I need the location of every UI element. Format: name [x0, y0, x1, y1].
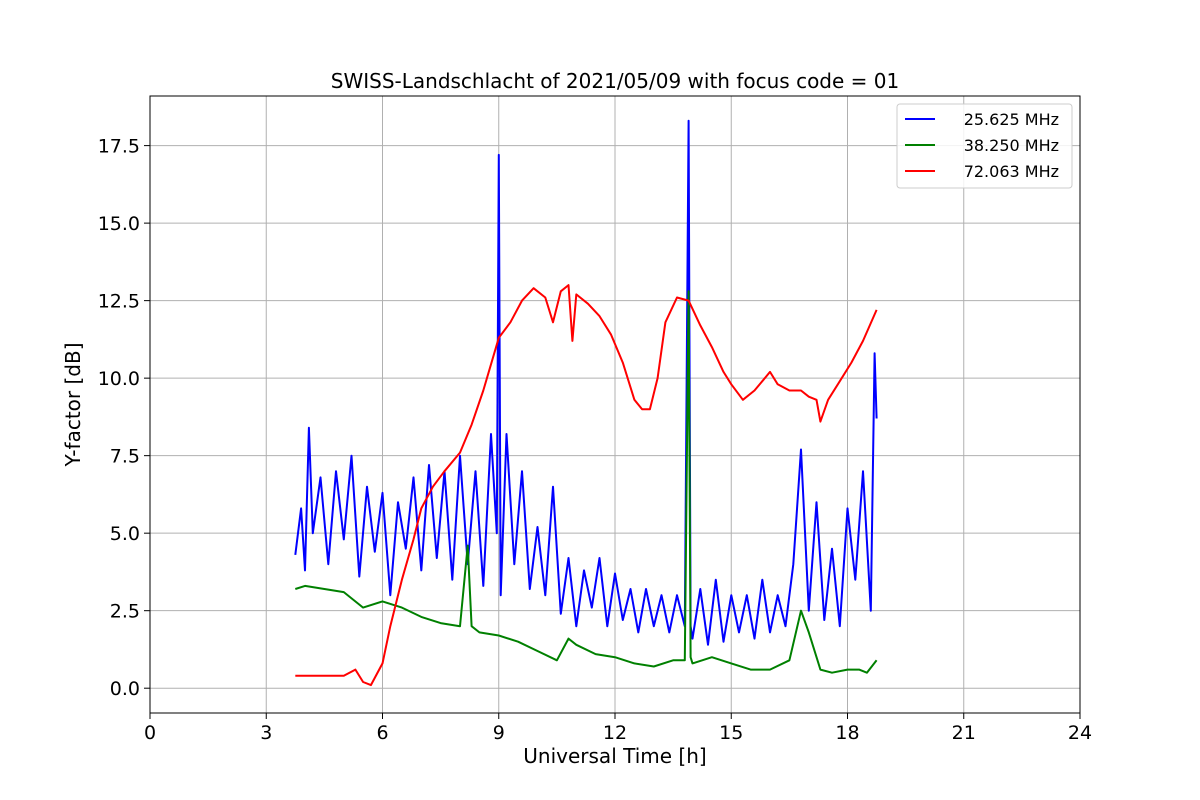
series-line-3	[295, 284, 878, 687]
chart-title: SWISS-Landschlacht of 2021/05/09 with fo…	[331, 69, 899, 93]
y-tick-label: 7.5	[110, 446, 140, 468]
legend-label-2: 38.250 MHz	[964, 136, 1059, 155]
y-tick-label: 0.0	[110, 678, 140, 700]
x-tick-label: 9	[493, 722, 505, 744]
y-tick-label: 2.5	[110, 601, 140, 623]
x-tick-label: 6	[376, 722, 388, 744]
series-line-2	[294, 290, 878, 674]
y-tick-label: 10.0	[98, 368, 140, 390]
x-tick-label: 0	[144, 722, 156, 744]
x-tick-label: 24	[1068, 722, 1092, 744]
y-tick-label: 12.5	[98, 291, 140, 313]
y-tick-label: 5.0	[110, 523, 140, 545]
x-tick-label: 3	[260, 722, 272, 744]
x-tick-label: 21	[952, 722, 976, 744]
y-tick-label: 15.0	[98, 213, 140, 235]
legend-label-1: 25.625 MHz	[964, 110, 1059, 129]
legend: 25.625 MHz 38.250 MHz 72.063 MHz	[896, 103, 1073, 189]
axis-ticks: 0 3 6 9 12 15 18 21 24 0.0 2.5 5.0 7.5 10.0 12.5 15.0 17…	[98, 136, 1092, 744]
series-line-1	[294, 119, 878, 646]
x-tick-label: 12	[603, 722, 627, 744]
x-tick-label: 15	[719, 722, 743, 744]
x-tick-label: 18	[835, 722, 859, 744]
legend-box	[896, 103, 1073, 189]
y-tick-label: 17.5	[98, 136, 140, 158]
grid	[149, 96, 1081, 713]
x-axis-label: Universal Time [h]	[523, 744, 706, 768]
legend-label-3: 72.063 MHz	[964, 162, 1059, 181]
series-layer	[294, 119, 878, 687]
y-axis-label: Y-factor [dB]	[61, 342, 85, 467]
